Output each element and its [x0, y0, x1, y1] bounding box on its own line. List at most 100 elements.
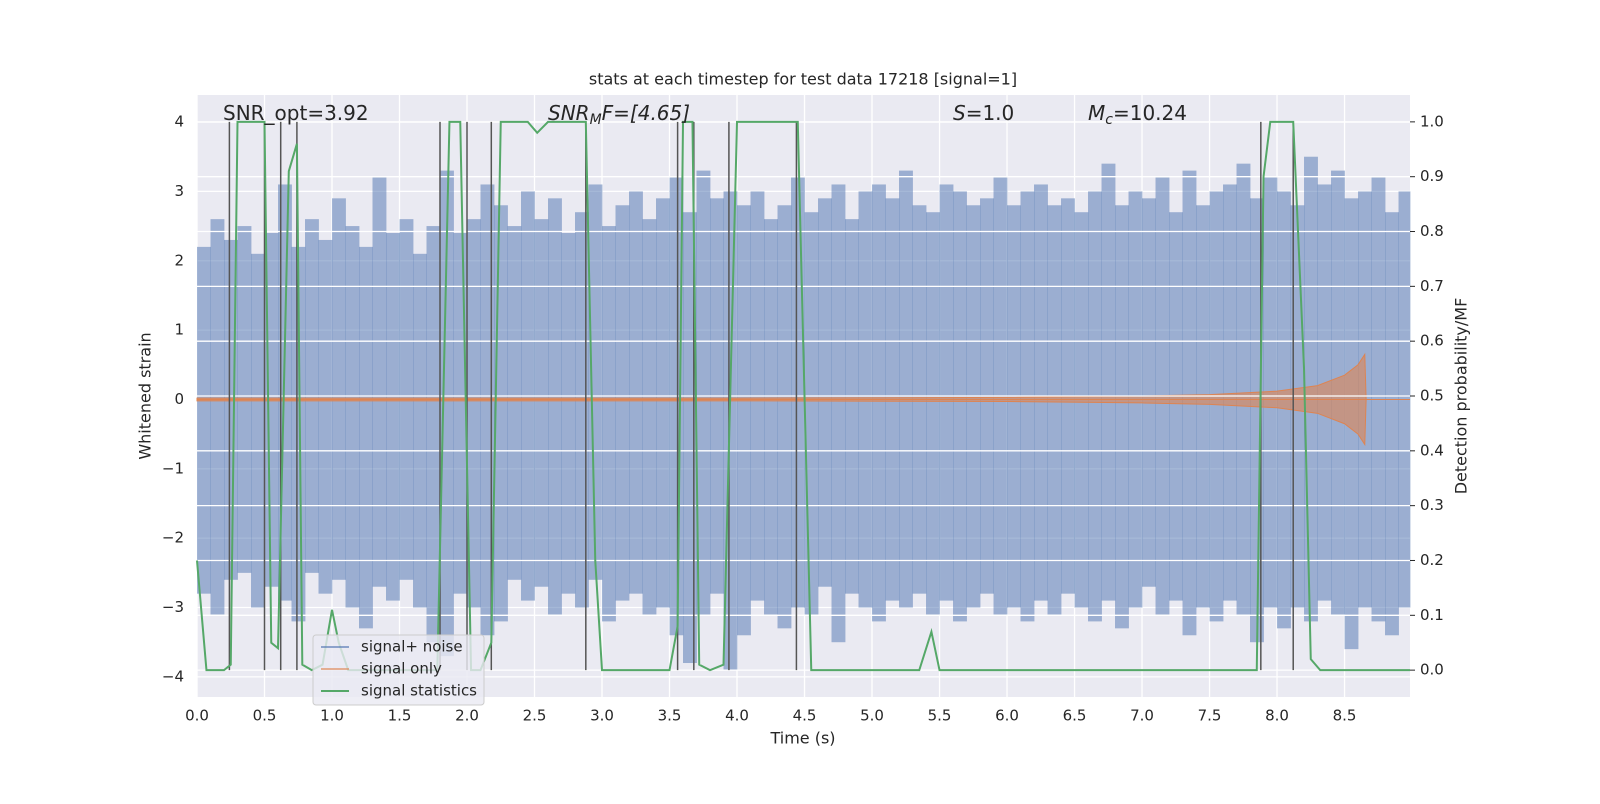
y2-tick-label: 1.0	[1420, 112, 1444, 130]
y2-tick-label: 0.1	[1420, 606, 1444, 624]
noise-bar	[1074, 212, 1089, 608]
noise-bar	[1223, 184, 1237, 601]
x-tick-label: 7.5	[1198, 707, 1222, 725]
noise-bar	[1007, 205, 1021, 608]
annotation-main: SNR	[548, 101, 590, 125]
noise-bar	[345, 226, 360, 608]
noise-bar	[1142, 198, 1156, 587]
annotation-rest: =10.24	[1113, 101, 1187, 125]
x-tick-label: 8.5	[1333, 707, 1357, 725]
noise-bar	[1020, 191, 1035, 622]
y2-tick-label: 0.6	[1420, 332, 1444, 350]
y2-tick-label: 0.2	[1420, 551, 1444, 569]
annotation-rest: =1.0	[966, 101, 1015, 125]
y-tick-label: −2	[162, 529, 184, 547]
annotation: SNR_opt=3.92	[223, 101, 369, 125]
noise-bar	[426, 226, 441, 643]
x-tick-label: 6.5	[1063, 707, 1087, 725]
annotation: SNRMF=[4.65]	[548, 101, 690, 129]
y-axis-label: Whitened strain	[136, 332, 155, 459]
noise-bar	[1209, 191, 1224, 622]
annotation-sub: M	[590, 112, 602, 128]
annotation-sub: c	[1105, 112, 1113, 128]
noise-bar	[818, 198, 832, 587]
x-tick-label: 0.0	[185, 707, 209, 725]
noise-bar	[804, 212, 819, 615]
y2-axis-label: Detection probability/MF	[1452, 298, 1471, 495]
y-tick-label: −4	[162, 667, 184, 685]
y2-tick-label: 0.4	[1420, 441, 1444, 459]
y-tick-label: 3	[174, 182, 184, 200]
noise-bar	[251, 253, 265, 608]
x-tick-label: 6.0	[995, 707, 1019, 725]
legend-label: signal+ noise	[361, 638, 463, 656]
noise-bar	[615, 205, 630, 601]
noise-bar	[1101, 163, 1116, 601]
noise-bar	[737, 205, 751, 636]
noise-bar	[359, 246, 373, 629]
noise-bar	[507, 226, 522, 580]
noise-bar	[1034, 184, 1048, 601]
y-tick-label: 4	[174, 113, 184, 131]
noise-bar	[872, 184, 886, 622]
stats-line	[196, 120, 1410, 672]
legend-box	[312, 634, 485, 706]
y2-tick-label: 0.3	[1420, 496, 1444, 514]
noise-bar	[1115, 205, 1129, 629]
noise-bar	[210, 219, 225, 615]
noise-bar	[966, 205, 981, 608]
x-tick-label: 3.5	[658, 707, 682, 725]
x-tick-label: 5.5	[928, 707, 952, 725]
y-tick-label: 1	[174, 321, 184, 339]
noise-bar	[791, 177, 805, 608]
noise-bar	[467, 219, 481, 608]
noise-bar	[777, 205, 792, 629]
x-tick-label: 4.0	[725, 707, 749, 725]
x-tick-label: 8.0	[1265, 707, 1289, 725]
noise-bar	[629, 191, 643, 594]
x-tick-label: 7.0	[1130, 707, 1154, 725]
noise-bar	[332, 198, 346, 580]
noise-bar	[440, 170, 454, 657]
overlay	[196, 120, 1410, 672]
x-tick-label: 3.0	[590, 707, 614, 725]
noise-bar	[575, 212, 589, 608]
x-tick-label: 2.5	[523, 707, 547, 725]
y2-tick-label: 0.9	[1420, 167, 1444, 185]
y-tick-label: 0	[174, 390, 184, 408]
noise-bar	[899, 170, 913, 608]
annotation-main: SNR_opt=3.92	[223, 101, 369, 125]
noise-bar	[1169, 212, 1183, 601]
y-tick-label: 2	[174, 251, 184, 269]
noise-bar	[1047, 205, 1062, 615]
y2-tick-label: 0.7	[1420, 277, 1444, 295]
x-tick-label: 1.0	[320, 707, 344, 725]
noise-bar	[291, 246, 306, 622]
noise-bar	[953, 191, 967, 622]
noise-bar	[642, 219, 657, 615]
x-axis-label: Time (s)	[769, 729, 835, 748]
noise-bar	[386, 233, 400, 601]
noise-bar	[939, 184, 954, 601]
annotation: S=1.0	[953, 101, 1014, 125]
noise-bar	[656, 198, 670, 608]
x-tick-label: 2.0	[455, 707, 479, 725]
y2-tick-label: 0.5	[1420, 387, 1444, 405]
noise-bar	[561, 233, 576, 594]
noise-bar	[318, 239, 333, 594]
noise-bar	[764, 219, 778, 615]
annotation: Mc=10.24	[1088, 101, 1187, 129]
noise-bar	[1385, 212, 1399, 636]
noise-bar	[696, 170, 711, 615]
noise-bar	[1277, 191, 1291, 629]
noise-bar	[197, 246, 211, 594]
annotation-main: M	[1088, 101, 1105, 125]
noise-bar	[588, 184, 603, 580]
noise-bar	[831, 184, 846, 643]
y2-tick-label: 0.8	[1420, 222, 1444, 240]
noise-bar	[1196, 205, 1210, 608]
annotation-rest: F=[4.65]	[602, 101, 690, 125]
noise-bar	[534, 219, 549, 587]
x-tick-label: 1.5	[388, 707, 412, 725]
